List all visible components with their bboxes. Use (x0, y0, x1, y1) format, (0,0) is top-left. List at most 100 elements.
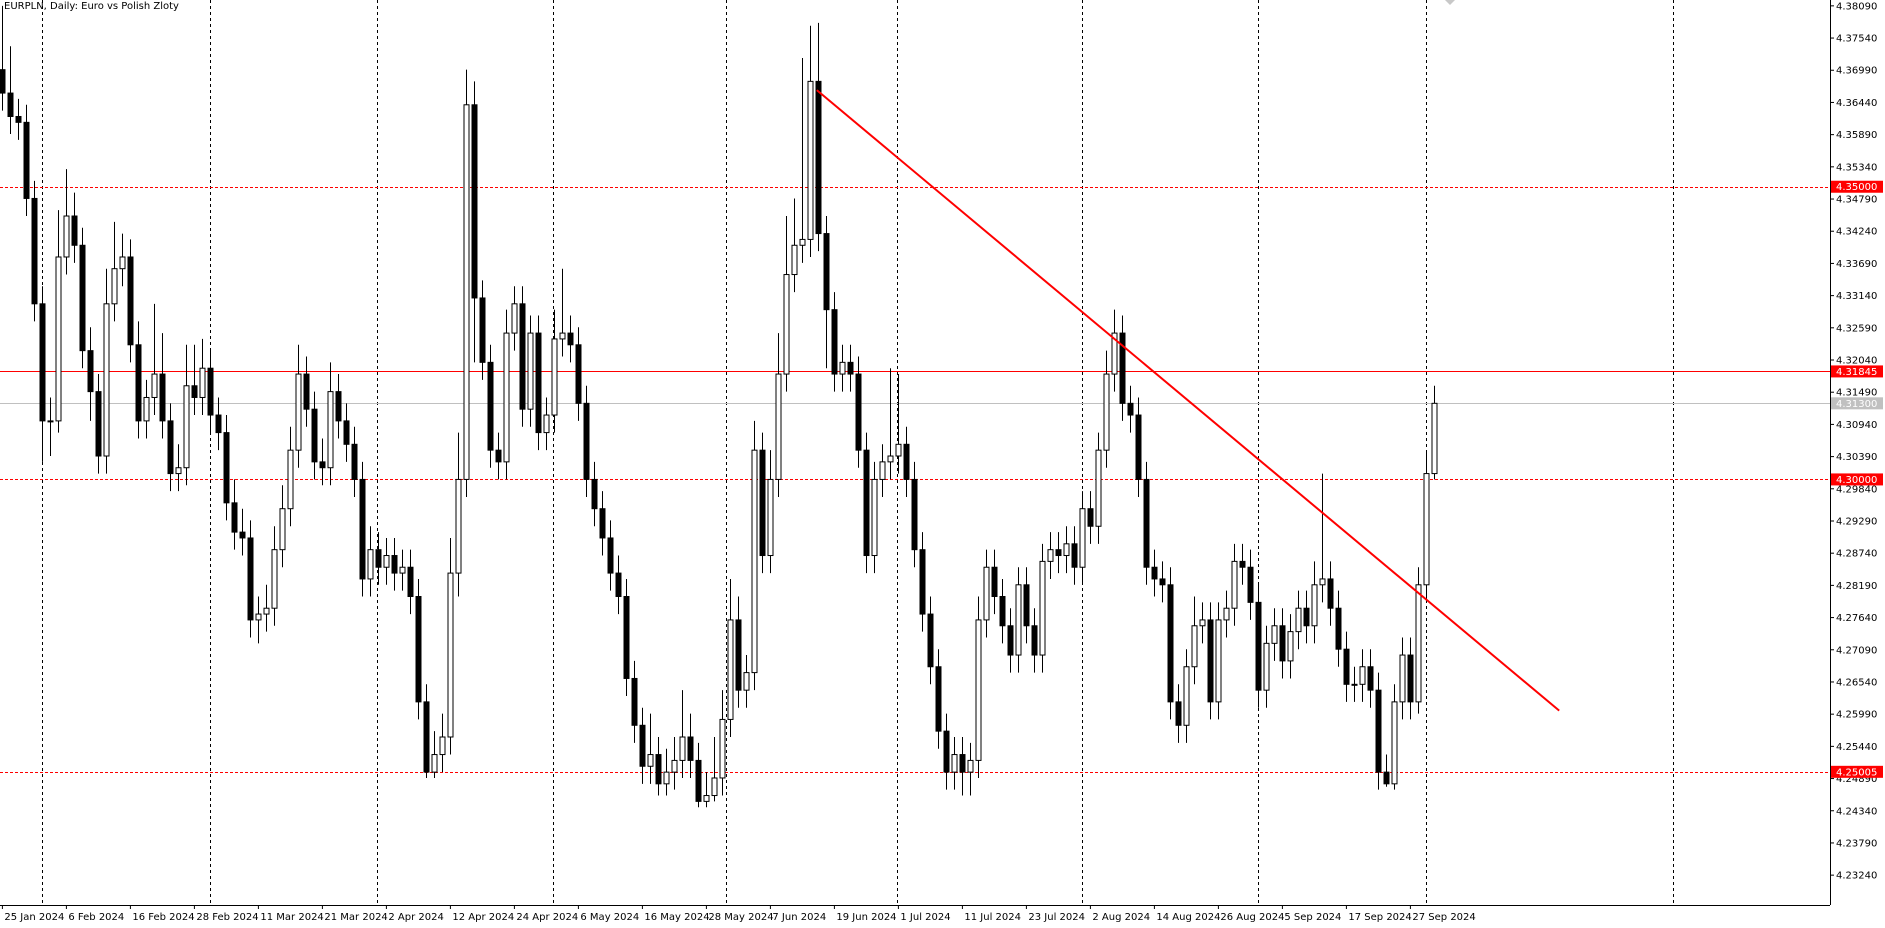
candle-body (1239, 560, 1246, 568)
candle-body (759, 449, 766, 557)
candle-body (631, 677, 638, 726)
x-tick-label: 17 Sep 2024 (1348, 912, 1411, 923)
candle-body (607, 537, 614, 574)
y-tick-label: 4.25990 (1836, 710, 1877, 721)
y-tick-label: 4.24890 (1836, 774, 1877, 785)
candle-body (711, 777, 718, 797)
candle-body (663, 771, 670, 785)
candle-body (591, 478, 598, 510)
x-tick-label: 27 Sep 2024 (1412, 912, 1475, 923)
x-tick-label: 2 Apr 2024 (388, 912, 443, 923)
candle-body (887, 455, 894, 463)
price-level-label: 4.25005 (1836, 767, 1877, 778)
candle-body (279, 508, 286, 551)
candle-body (1319, 578, 1326, 586)
candle-body (799, 238, 806, 246)
candle-body (15, 115, 22, 123)
candle-body (399, 566, 406, 574)
candle-body (855, 373, 862, 451)
candle-body (239, 531, 246, 539)
candle-body (7, 92, 14, 117)
candle-body (1351, 683, 1358, 686)
candle-body (1183, 666, 1190, 726)
y-tick-label: 4.25440 (1836, 742, 1877, 753)
x-tick-label: 6 Feb 2024 (68, 912, 124, 923)
candle-body (1191, 625, 1198, 668)
candle-body (871, 478, 878, 557)
candle-body (1063, 543, 1070, 557)
price-level-tag (1831, 180, 1883, 193)
candle-body (1375, 689, 1382, 773)
y-tick-label: 4.35890 (1836, 130, 1877, 141)
candle-body (495, 449, 502, 463)
candle-body (863, 449, 870, 557)
candle-body (375, 549, 382, 568)
candle-body (1215, 619, 1222, 703)
y-tick-label: 4.30940 (1836, 420, 1877, 431)
candle-body (535, 332, 542, 434)
candle-body (727, 619, 734, 720)
candle-body (287, 449, 294, 510)
x-tick-label: 12 Apr 2024 (452, 912, 514, 923)
x-tick-label: 1 Jul 2024 (900, 912, 950, 923)
candle-body (743, 672, 750, 691)
y-tick-label: 4.33690 (1836, 259, 1877, 270)
candle-body (1071, 543, 1078, 568)
candle-body (199, 367, 206, 398)
candle-body (111, 268, 118, 305)
price-level-tag (1831, 397, 1883, 410)
candle-body (927, 613, 934, 668)
candle-body (303, 373, 310, 410)
candle-body (119, 256, 126, 270)
candle-body (983, 566, 990, 621)
candle-body (567, 332, 574, 346)
candle-body (511, 303, 518, 334)
candle-body (959, 754, 966, 773)
candle-body (527, 332, 534, 410)
candle-body (175, 467, 182, 475)
y-tick-label: 4.32590 (1836, 323, 1877, 334)
candle-body (519, 303, 526, 410)
x-tick-label: 11 Jul 2024 (964, 912, 1021, 923)
candle-body (1303, 607, 1310, 627)
candle-body (1391, 701, 1398, 785)
candle-body (671, 759, 678, 773)
candle-body (919, 549, 926, 615)
candle-body (367, 549, 374, 580)
candle-body (767, 478, 774, 557)
price-level-tag (1831, 765, 1883, 778)
candle-body (1423, 473, 1430, 586)
price-level-tag (1831, 473, 1883, 486)
candle-body (1167, 584, 1174, 703)
candle-body (151, 373, 158, 398)
candle-body (271, 549, 278, 609)
candle-body (1279, 625, 1286, 662)
candle-body (735, 619, 742, 691)
candle-body (1015, 584, 1022, 656)
candle-body (487, 361, 494, 451)
candle-body (39, 303, 46, 422)
x-tick-label: 7 Jun 2024 (772, 912, 826, 923)
candle-body (463, 104, 470, 480)
candle-body (335, 391, 342, 422)
x-tick-label: 11 Mar 2024 (260, 912, 323, 923)
candle-body (647, 754, 654, 767)
separators (42, 0, 1674, 905)
candle-body (127, 256, 134, 346)
candle-body (455, 478, 462, 574)
candle-body (295, 373, 302, 451)
candle-body (895, 443, 902, 457)
y-tick-label: 4.29840 (1836, 484, 1877, 495)
candle-body (311, 408, 318, 463)
candle-body (975, 619, 982, 761)
candle-body (87, 350, 94, 393)
candle-body (183, 385, 190, 469)
candle-body (447, 572, 454, 738)
candle-body (1255, 601, 1262, 691)
candle-body (1199, 619, 1206, 627)
x-tick-label: 26 Aug 2024 (1220, 912, 1284, 923)
y-tick-label: 4.27090 (1836, 645, 1877, 656)
candle-body (255, 613, 262, 621)
